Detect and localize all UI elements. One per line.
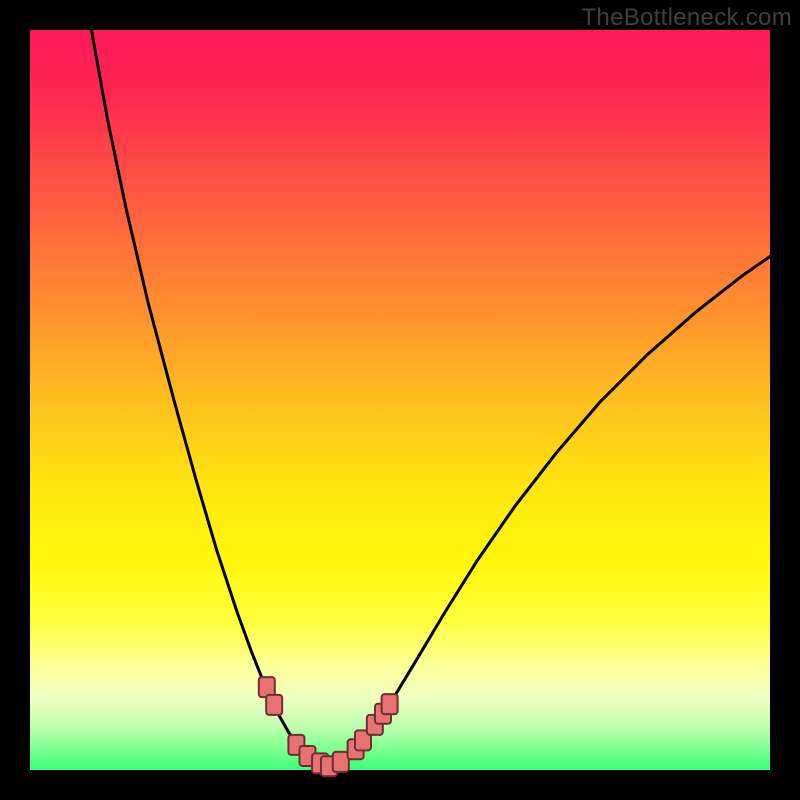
data-marker (382, 694, 398, 714)
watermark-text: TheBottleneck.com (581, 4, 792, 32)
data-marker (266, 695, 282, 715)
chart-svg (0, 0, 800, 800)
chart-container: TheBottleneck.com (0, 0, 800, 800)
plot-background (30, 30, 770, 770)
data-marker (333, 752, 349, 772)
